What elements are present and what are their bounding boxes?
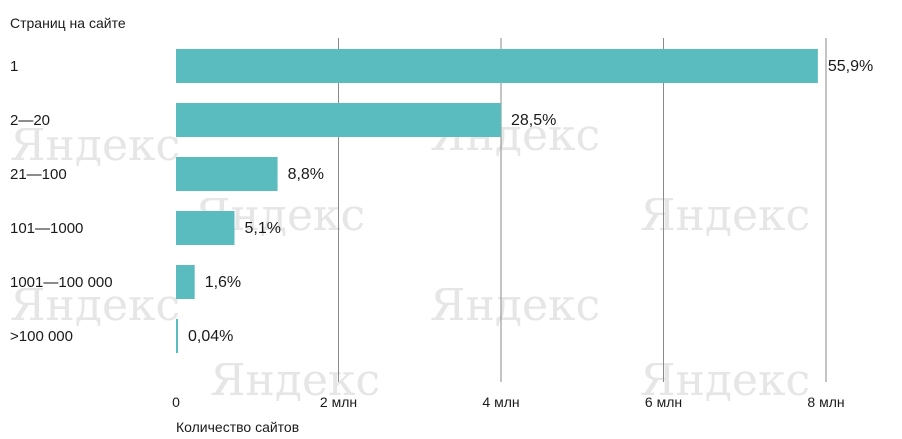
x-axis-title: Количество сайтов [176,419,299,435]
gridlines [338,38,827,382]
data-label: 55,9% [828,58,873,75]
data-label: 1,6% [205,274,241,291]
watermark-text: Яндекс [210,355,380,406]
x-tick-label: 4 млн [482,394,519,410]
category-label: 1001—100 000 [10,274,113,291]
data-label: 0,04% [188,328,233,345]
bar [176,103,501,137]
data-label: 28,5% [511,112,556,129]
bar [176,157,278,191]
x-tick-labels: 0 2 млн 4 млн 6 млн 8 млн [172,394,845,410]
watermark-text: Яндекс [10,120,180,171]
data-label: 5,1% [245,220,281,237]
watermark-text: Яндекс [430,280,600,331]
bar [176,49,818,83]
bars [176,49,818,353]
category-label: 21—100 [10,166,67,183]
watermark-text: Яндекс [640,355,810,406]
watermark-text: Яндекс [640,190,810,241]
data-label: 8,8% [288,166,324,183]
category-label: 1 [10,58,18,75]
bar [176,211,235,245]
category-label: >100 000 [10,328,73,345]
bar [176,265,195,299]
data-labels: 55,9% 28,5% 8,8% 5,1% 1,6% 0,04% [188,58,873,345]
bar [176,319,178,353]
x-tick-label: 8 млн [807,394,844,410]
category-label: 101—1000 [10,220,83,237]
x-tick-label: 0 [172,394,180,410]
x-tick-label: 6 млн [645,394,682,410]
category-label: 2—20 [10,112,50,129]
y-axis-title: Страниц на сайте [10,15,126,31]
watermark-text: Яндекс [10,280,180,331]
category-labels: 1 2—20 21—100 101—1000 1001—100 000 >100 000 [10,58,113,345]
x-tick-label: 2 млн [320,394,357,410]
